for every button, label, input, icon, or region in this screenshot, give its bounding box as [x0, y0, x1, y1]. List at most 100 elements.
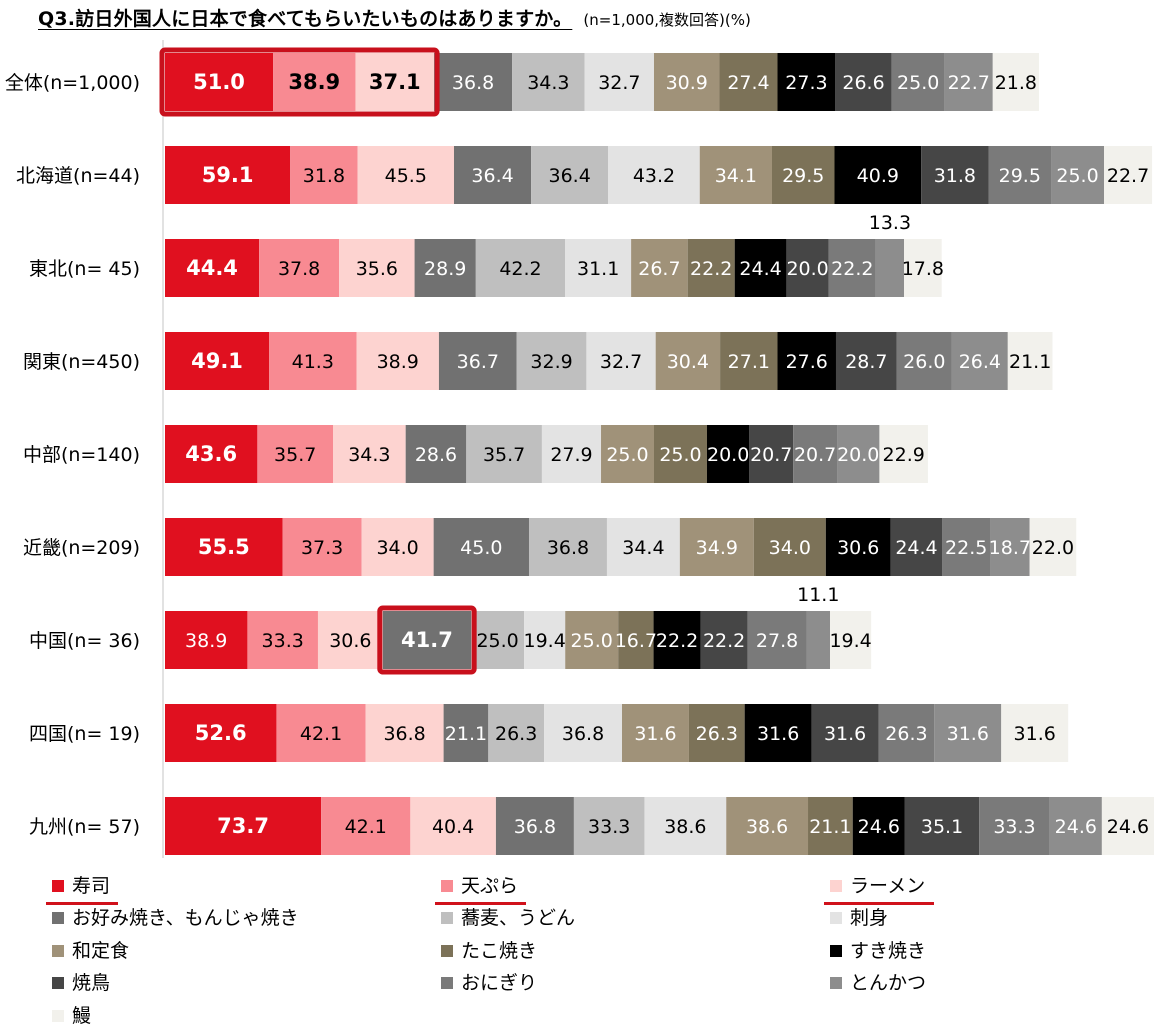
data-label: 41.3 [292, 351, 334, 373]
bar-segment-12 [1103, 146, 1153, 204]
bar-row: 全体(n=1,000) 51.0 38.9 37.1 36.8 34.3 32.7 30.9 2… [5, 53, 1039, 111]
data-label: 18.7 [989, 537, 1031, 559]
data-label: 30.9 [666, 72, 708, 94]
legend-swatch [830, 880, 842, 892]
data-label: 42.2 [499, 258, 541, 280]
bar-segment-1 [282, 518, 362, 576]
bar-segment-2 [355, 53, 435, 111]
data-label: 26.0 [903, 351, 945, 373]
data-label: 33.3 [262, 630, 304, 652]
data-label: 26.3 [885, 723, 927, 745]
bar-row: 関東(n=450) 49.1 41.3 38.9 36.7 32.9 32.7 30.4 27.… [23, 332, 1053, 390]
data-label: 22.7 [948, 72, 990, 94]
data-label: 36.8 [383, 723, 425, 745]
bar-segment-7 [687, 239, 735, 297]
data-label: 52.6 [195, 721, 247, 745]
data-label: 22.9 [883, 444, 925, 466]
data-label: 21.1 [1009, 351, 1051, 373]
bar-segment-7 [719, 53, 778, 111]
bar-segment-1 [269, 332, 357, 390]
data-label: 31.6 [757, 723, 799, 745]
bar-segment-9 [835, 332, 897, 390]
data-label: 26.4 [959, 351, 1001, 373]
bar-segment-0 [165, 239, 260, 297]
category-label: 中部(n=140) [23, 444, 140, 466]
bar-segment-0 [165, 53, 274, 111]
bar-segment-5 [608, 146, 700, 204]
legend-swatch [441, 880, 453, 892]
legend-underline [46, 902, 118, 905]
legend-swatch [52, 977, 64, 989]
bar-segment-5 [606, 518, 680, 576]
bar-segment-2 [317, 611, 383, 669]
data-label: 22.2 [656, 630, 698, 652]
legend-swatch [830, 912, 842, 924]
bar-segment-5 [541, 425, 602, 483]
data-label: 40.9 [857, 165, 899, 187]
data-label: 27.4 [727, 72, 769, 94]
data-label: 22.2 [831, 258, 873, 280]
data-label: 29.5 [782, 165, 824, 187]
bar-segment-1 [257, 425, 334, 483]
bar-segment-8 [852, 797, 905, 855]
highlight-box [159, 47, 440, 117]
bar-segment-9 [921, 146, 989, 204]
bar-segment-10 [828, 239, 876, 297]
data-label: 38.9 [377, 351, 419, 373]
bar-segment-2 [357, 146, 454, 204]
category-label: 東北(n= 45) [29, 258, 140, 280]
bar-segment-4 [573, 797, 645, 855]
data-label: 49.1 [191, 349, 243, 373]
bar-segment-7 [753, 518, 826, 576]
bar-segment-2 [333, 425, 406, 483]
bar-segment-5 [584, 53, 654, 111]
bar-segment-10 [793, 425, 838, 483]
bar-segment-11 [944, 53, 993, 111]
legend-label: お好み焼き、もんじゃ焼き [72, 907, 299, 929]
data-label: 31.6 [947, 723, 989, 745]
bar-segment-11 [1049, 797, 1102, 855]
category-label: 九州(n= 57) [29, 816, 140, 838]
data-label: 26.3 [696, 723, 738, 745]
bar-segment-6 [699, 146, 773, 204]
data-label: 38.9 [185, 630, 227, 652]
bar-segment-12 [1029, 518, 1077, 576]
data-label: 16.7 [615, 630, 657, 652]
bar-segment-3 [433, 518, 529, 576]
data-label: 20.0 [837, 444, 879, 466]
bar-segment-4 [488, 704, 545, 762]
data-label: 59.1 [202, 163, 254, 187]
bar-segment-5 [565, 239, 632, 297]
data-label: 32.7 [600, 351, 642, 373]
data-label: 22.2 [703, 630, 745, 652]
data-label: 11.1 [797, 584, 839, 606]
bar-segment-0 [165, 704, 277, 762]
data-label: 27.6 [786, 351, 828, 373]
bar-segment-0 [165, 518, 283, 576]
legend-label: 鰻 [72, 1005, 92, 1027]
data-label: 30.6 [329, 630, 371, 652]
highlight-box [377, 605, 477, 675]
bar-segment-6 [679, 518, 754, 576]
data-label: 34.1 [715, 165, 757, 187]
data-label: 22.2 [690, 258, 732, 280]
data-label: 28.9 [424, 258, 466, 280]
bar-segment-12 [903, 239, 942, 297]
legend-label: とんかつ [850, 972, 927, 994]
data-label: 41.7 [401, 628, 453, 652]
bar-segment-7 [618, 611, 654, 669]
data-label: 24.4 [739, 258, 781, 280]
bar-segment-12 [830, 611, 872, 669]
data-label: 43.6 [185, 442, 237, 466]
data-label: 26.6 [842, 72, 884, 94]
data-label: 31.1 [577, 258, 619, 280]
legend-swatch [441, 977, 453, 989]
bar-segment-8 [706, 425, 750, 483]
data-label: 27.1 [728, 351, 770, 373]
data-label: 25.0 [659, 444, 701, 466]
data-label: 24.6 [858, 816, 900, 838]
data-label: 33.3 [588, 816, 630, 838]
bar-segment-3 [414, 239, 476, 297]
legend-label: 刺身 [850, 907, 889, 929]
data-label: 27.3 [785, 72, 827, 94]
